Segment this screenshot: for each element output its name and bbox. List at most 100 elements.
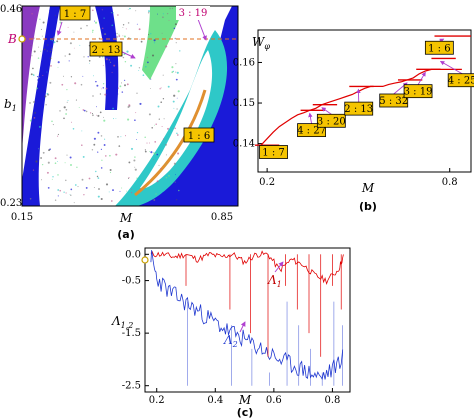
b-ytick-label: 0.15 (233, 98, 255, 109)
speckle-dot (138, 28, 141, 31)
speckle-dot (46, 50, 48, 52)
speckle-dot (68, 60, 70, 62)
speckle-dot (173, 162, 176, 165)
b-label-arrow (439, 61, 463, 75)
speckle-dot (57, 133, 59, 136)
speckle-dot (124, 84, 126, 87)
speckle-dot (153, 42, 156, 44)
speckle-dot (36, 75, 39, 78)
speckle-dot (54, 199, 57, 201)
speckle-dot (165, 176, 168, 179)
speckle-dot (162, 98, 165, 100)
speckle-dot (32, 73, 34, 75)
speckle-dot (110, 12, 112, 14)
speckle-dot (174, 37, 177, 40)
a-label-3-19-text: 3 : 19 (179, 8, 208, 19)
speckle-dot (128, 105, 131, 107)
speckle-dot (40, 50, 42, 52)
speckle-dot (31, 55, 33, 57)
speckle-dot (168, 19, 170, 21)
region-2-13-band (95, 6, 119, 110)
speckle-dot (110, 200, 113, 202)
speckle-dot (173, 107, 175, 109)
b-plateau-label: 1 : 6 (428, 43, 450, 54)
speckle-dot (92, 31, 94, 33)
speckle-dot (50, 65, 52, 67)
speckle-dot (101, 159, 103, 161)
speckle-dot (104, 155, 107, 157)
b-label-arrow (417, 71, 426, 85)
b-label-box (259, 145, 288, 159)
speckle-dot (78, 107, 80, 108)
speckle-dot (154, 124, 156, 126)
speckle-dot (172, 154, 173, 156)
a-panel-label: (a) (117, 228, 134, 241)
speckle-dot (46, 93, 49, 95)
speckle-dot (98, 56, 101, 58)
speckle-dot (66, 88, 68, 91)
speckle-dot (64, 55, 66, 57)
speckle-dot (155, 193, 157, 195)
speckle-dot (70, 164, 72, 166)
speckle-dot (174, 181, 176, 183)
speckle-dot (161, 126, 163, 127)
speckle-dot (175, 71, 177, 73)
speckle-dot (29, 102, 31, 104)
speckle-dot (33, 117, 36, 119)
a-region-label-1-6: 1 : 6 (183, 127, 215, 143)
b-marker-label: B (7, 32, 17, 46)
speckle-dot (115, 153, 118, 156)
speckle-dot (175, 42, 177, 44)
a-label-2-13-text: 2 : 13 (92, 45, 121, 56)
b-plateau-label: 5 : 32 (379, 96, 408, 107)
speckle-dot (94, 20, 95, 22)
speckle-dot (128, 177, 130, 179)
speckle-dot (48, 42, 51, 45)
speckle-dot (136, 92, 138, 94)
speckle-dot (29, 197, 32, 200)
speckle-dot (37, 79, 39, 81)
c-ytick-label: -0.5 (122, 276, 141, 287)
speckle-dot (62, 75, 65, 77)
speckle-dot (112, 107, 115, 110)
speckle-dot (175, 174, 176, 176)
speckle-dot (126, 190, 127, 192)
speckle-dot (92, 95, 94, 97)
speckle-dot (101, 88, 103, 90)
speckle-dot (83, 56, 85, 58)
speckle-dot (135, 10, 137, 12)
speckle-dot (165, 154, 167, 156)
speckle-dot (68, 53, 71, 56)
speckle-dot (121, 187, 123, 189)
speckle-dot (59, 110, 61, 112)
speckle-dot (123, 35, 126, 38)
speckle-dot (96, 175, 99, 178)
speckle-dot (91, 9, 94, 12)
speckle-dot (165, 143, 167, 146)
speckle-dot (82, 155, 85, 158)
speckle-dot (162, 16, 164, 19)
speckle-dot (96, 114, 97, 116)
speckle-dot (123, 79, 126, 81)
speckle-dot (136, 23, 138, 25)
speckle-dot (89, 62, 90, 64)
c-xtick-label: 0.2 (149, 395, 165, 406)
speckle-dot (57, 160, 58, 162)
region-wedge-left (22, 6, 60, 206)
c-xtick-label: 0.6 (266, 395, 282, 406)
speckle-dot (65, 109, 68, 111)
speckle-dot (176, 199, 178, 201)
speckle-dot (153, 199, 156, 201)
speckle-dot (54, 157, 57, 160)
speckle-dot (76, 166, 78, 169)
speckle-dot (117, 87, 119, 89)
speckle-dot (36, 87, 38, 90)
speckle-dot (100, 148, 102, 150)
b-panel-label: (b) (359, 200, 377, 213)
speckle-dot (81, 178, 84, 181)
speckle-dot (134, 168, 137, 171)
speckle-dot (93, 137, 96, 140)
speckle-dot (96, 84, 99, 87)
b-label-box (424, 40, 454, 55)
